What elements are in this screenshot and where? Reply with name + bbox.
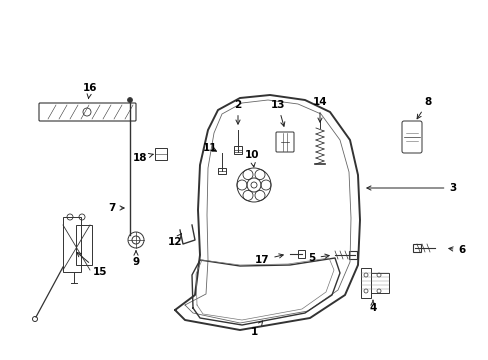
Bar bbox=[370, 273, 388, 293]
Text: 2: 2 bbox=[234, 100, 241, 124]
Bar bbox=[76, 225, 92, 265]
Circle shape bbox=[127, 98, 132, 103]
Text: 16: 16 bbox=[82, 83, 97, 99]
Text: 8: 8 bbox=[416, 97, 431, 119]
Text: 6: 6 bbox=[448, 245, 465, 255]
Text: 13: 13 bbox=[270, 100, 285, 126]
Bar bbox=[360, 268, 370, 298]
Text: 4: 4 bbox=[368, 300, 376, 313]
Text: 5: 5 bbox=[308, 253, 328, 263]
Bar bbox=[412, 244, 420, 252]
Text: 18: 18 bbox=[132, 153, 153, 163]
Text: 12: 12 bbox=[167, 234, 182, 247]
Bar bbox=[348, 251, 356, 259]
Text: 15: 15 bbox=[77, 252, 107, 277]
Bar bbox=[155, 148, 167, 160]
Text: 1: 1 bbox=[250, 321, 262, 337]
Text: 14: 14 bbox=[312, 97, 326, 122]
Text: 9: 9 bbox=[132, 251, 139, 267]
Text: 10: 10 bbox=[244, 150, 259, 167]
Bar bbox=[218, 168, 225, 174]
Text: 17: 17 bbox=[254, 254, 283, 265]
Bar bbox=[63, 217, 81, 272]
Text: 11: 11 bbox=[203, 143, 217, 153]
Text: 7: 7 bbox=[108, 203, 124, 213]
Bar bbox=[297, 250, 305, 258]
Text: 3: 3 bbox=[366, 183, 456, 193]
Bar bbox=[234, 146, 242, 154]
